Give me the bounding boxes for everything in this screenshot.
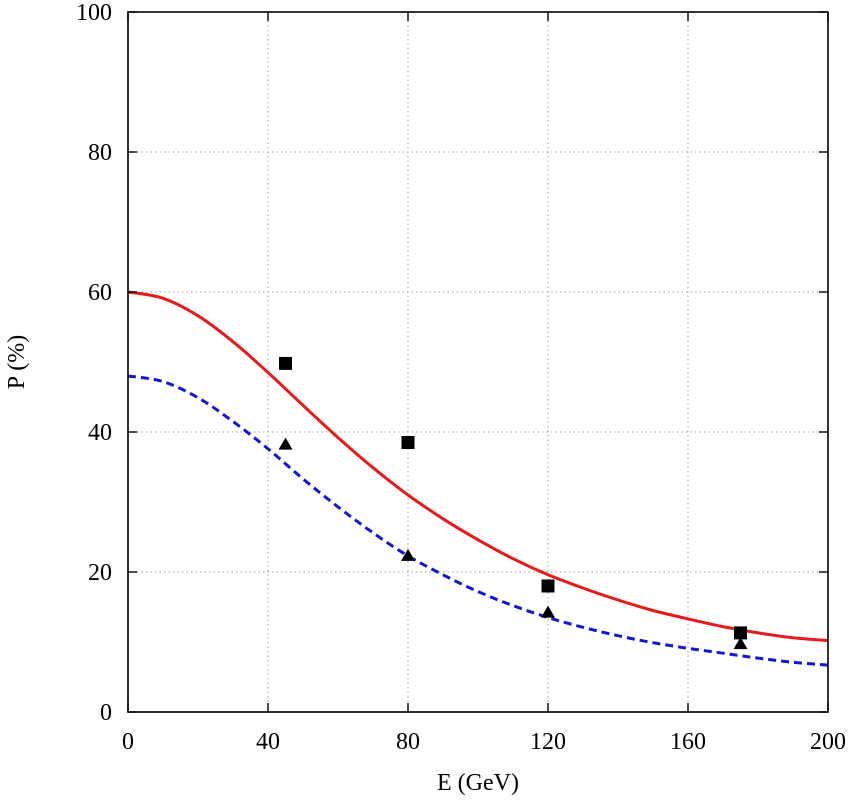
grid: [128, 12, 828, 712]
data-point-square: [541, 579, 555, 593]
data-point-square: [401, 436, 415, 449]
data-point-triangle: [733, 637, 748, 650]
x-tick-label: 80: [396, 729, 420, 755]
data-point-square: [279, 356, 292, 370]
y-tick-label: 60: [88, 280, 112, 306]
x-tick-label: 160: [670, 729, 706, 755]
x-tick-label: 0: [122, 729, 134, 755]
x-tick-label: 40: [256, 729, 280, 755]
data-point-triangle: [541, 605, 555, 618]
data-point-square: [734, 626, 747, 640]
plot-frame: [127, 11, 829, 713]
plot-series: [127, 290, 829, 667]
x-axis-label: E (GeV): [437, 770, 519, 796]
y-axis-label: P (%): [4, 335, 30, 389]
y-tick-label: 100: [76, 0, 112, 26]
x-tick-label: 200: [810, 729, 846, 755]
series-line-1: [127, 374, 829, 667]
y-tick-label: 80: [88, 140, 112, 166]
y-tick-label: 20: [88, 560, 112, 586]
series-line-0: [127, 290, 829, 643]
y-tick-label: 0: [100, 700, 112, 726]
x-tick-label: 120: [530, 729, 566, 755]
data-point-triangle: [401, 548, 415, 561]
y-tick-label: 40: [88, 420, 112, 446]
data-point-triangle: [278, 437, 293, 450]
axis-ticks: 0 40 80 120 160 200 0 20 40 60 80 100: [76, 0, 846, 755]
